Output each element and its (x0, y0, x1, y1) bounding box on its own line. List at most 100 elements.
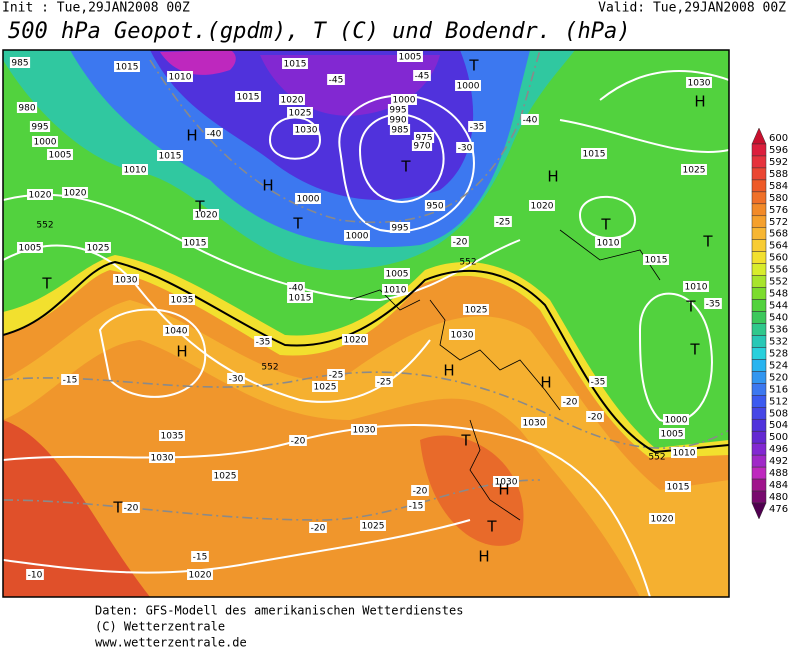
colorbar-swatch (751, 203, 767, 217)
map-frame (2, 49, 730, 598)
pressure-label-box (287, 292, 313, 303)
isobar (358, 113, 445, 203)
pressure-label-box (351, 424, 377, 435)
temperature-label-box (468, 121, 486, 132)
pressure-label: 985 (11, 59, 28, 69)
colorbar-label: 548 (769, 289, 788, 300)
pressure-center: H (186, 127, 197, 145)
pressure-label-box (293, 124, 319, 135)
pressure-label: 1010 (673, 449, 696, 459)
colorbar-label: 540 (769, 313, 788, 324)
colorbar-label: 544 (769, 301, 788, 312)
pressure-label: 1010 (685, 283, 708, 293)
pressure-label: 1015 (583, 150, 606, 160)
colorbar-label: 520 (769, 372, 788, 383)
pressure-center: H (498, 481, 509, 499)
pressure-label-box (212, 470, 238, 481)
colorbar-swatch (751, 407, 767, 420)
pressure-label: 1030 (353, 426, 376, 436)
pressure-label-box (27, 189, 53, 200)
temperature-label: -20 (588, 413, 603, 423)
colorbar-label: 504 (769, 420, 788, 431)
colorbar-swatch (751, 191, 767, 205)
map-title: 500 hPa Geopot.(gpdm), T (C) und Bodendr… (8, 19, 631, 44)
pressure-label-box (581, 148, 607, 159)
pressure-label-box (342, 334, 368, 345)
pressure-label: 1030 (151, 454, 174, 464)
pressure-center: H (176, 343, 187, 361)
isotherm (149, 50, 541, 224)
pressure-label: 1010 (169, 73, 192, 83)
pressure-label: 1030 (688, 79, 711, 89)
pressure-label-box (360, 520, 386, 531)
pressure-label-box (157, 150, 183, 161)
pressure-label-box (167, 71, 193, 82)
pressure-label-box (382, 284, 408, 295)
pressure-label-box (85, 242, 111, 253)
pressure-label-box (47, 149, 73, 160)
colorbar-swatch (751, 347, 767, 360)
map: 9859809951000100510101015101010151005100… (3, 50, 729, 597)
temperature-label-box (191, 551, 209, 562)
pressure-label: 1000 (297, 195, 320, 205)
temperature-label: -35 (470, 123, 485, 133)
pressure-label-box (169, 294, 195, 305)
init-time: Init : Tue,29JAN2008 00Z (2, 1, 190, 16)
temperature-label: -35 (256, 338, 271, 348)
colorbar-swatch (751, 371, 767, 384)
pressure-label: 1020 (29, 191, 52, 201)
pressure-label: 1025 (683, 166, 706, 176)
temperature-label-box (521, 114, 539, 125)
temperature-label-box (586, 411, 604, 422)
pressure-label-box (159, 430, 185, 441)
colorbar-swatch (751, 490, 767, 504)
pressure-label: 1025 (314, 383, 337, 393)
temperature-label-box (411, 485, 429, 496)
pressure-label: 1020 (281, 96, 304, 106)
colorbar-swatch (751, 430, 767, 444)
pressure-label: 1000 (346, 232, 369, 242)
pressure-label: 1015 (159, 152, 182, 162)
colorbar-label: 476 (769, 504, 788, 515)
colorbar-swatch (751, 466, 767, 480)
pressure-label: 1025 (87, 244, 110, 254)
pressure-label-box (193, 209, 219, 220)
pressure-label: 1020 (344, 336, 367, 346)
temperature-label: -20 (124, 504, 139, 514)
pressure-label: 1020 (651, 515, 674, 525)
colorbar-swatch (751, 251, 767, 264)
footer-line: Daten: GFS-Modell des amerikanischen Wet… (95, 604, 463, 618)
temperature-label-box (456, 142, 474, 153)
temperature-label: -45 (329, 76, 344, 86)
pressure-label: 1020 (531, 202, 554, 212)
temperature-label-box (407, 500, 425, 511)
temperature-label: -30 (229, 375, 244, 385)
colorbar-swatch (751, 287, 767, 300)
pressure-center: T (112, 499, 123, 517)
pressure-label-box (449, 329, 475, 340)
mild-area (3, 300, 729, 597)
pressure-label-box (295, 193, 321, 204)
colorbar-label: 536 (769, 324, 788, 335)
pressure-label-box (384, 268, 410, 279)
coldest-core (160, 50, 236, 75)
isobar (3, 519, 471, 574)
temperature-label-box (26, 569, 44, 580)
temperature-label: -10 (28, 571, 43, 581)
colorbar-label: 532 (769, 336, 788, 347)
pressure-label: 1030 (495, 478, 518, 488)
colorbar-label: 512 (769, 396, 788, 407)
colorbar-label: 508 (769, 408, 788, 419)
pressure-center: H (694, 93, 705, 111)
pressure-label: 1000 (457, 82, 480, 92)
pressure-center: T (41, 275, 52, 293)
coastline (349, 229, 661, 521)
colorbar-swatch (751, 478, 767, 492)
temperature-label: -40 (289, 284, 304, 294)
hot-area (3, 420, 150, 597)
pressure-label-box (413, 132, 435, 143)
pressure-label: 995 (31, 123, 48, 133)
pressure-label-box (659, 428, 685, 439)
pressure-label-box (463, 304, 489, 315)
